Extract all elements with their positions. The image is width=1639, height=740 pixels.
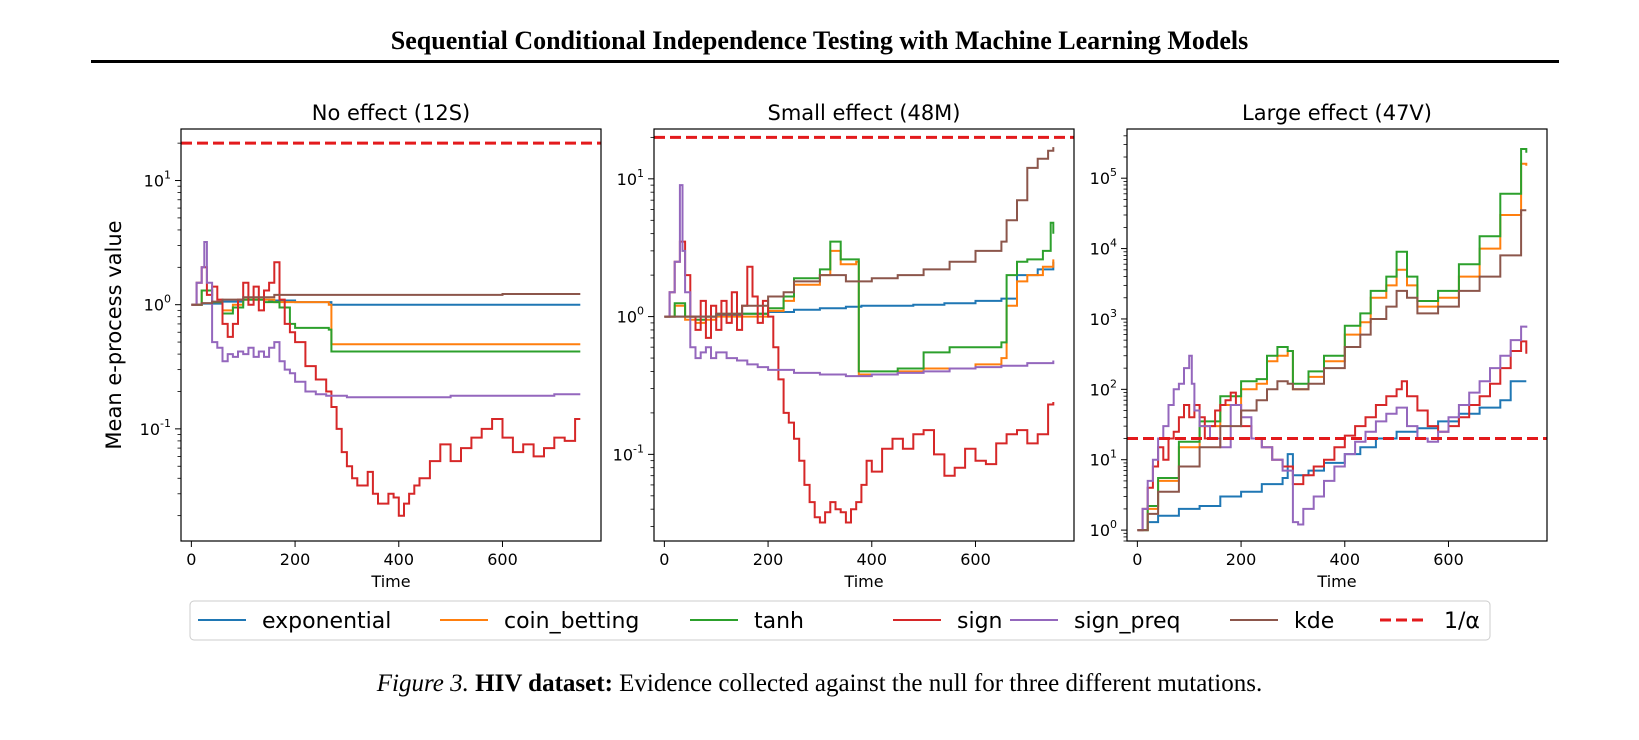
- legend-label-6: 1/α: [1444, 609, 1480, 634]
- plot-frame: [653, 128, 1075, 542]
- chart-title: Small effect (48M): [768, 101, 961, 125]
- series-line-sign: [1137, 340, 1528, 532]
- figure-caption: Figure 3. HIV dataset: Evidence collecte…: [0, 670, 1639, 698]
- chart-title: No effect (12S): [312, 101, 470, 125]
- legend-box: [189, 600, 1491, 641]
- series-group: [654, 135, 1074, 524]
- y-tick-label: 10-1: [613, 442, 644, 464]
- x-axis-label: Time: [1316, 572, 1356, 591]
- x-tick-label: 0: [659, 550, 669, 569]
- legend-label-2: tanh: [754, 609, 804, 634]
- chart-panel-2: 10-1 100 101 0 200 400 600 Small effect (48M) Ti…: [613, 101, 1075, 591]
- y-tick-label: 100: [617, 305, 644, 327]
- x-tick-label: 0: [1132, 550, 1142, 569]
- y-tick-label: 100: [1090, 518, 1117, 540]
- series-line-sign-preq: [1137, 325, 1528, 532]
- x-axis-label: Time: [370, 572, 410, 591]
- series-line-kde: [664, 147, 1055, 318]
- series-group: [1127, 148, 1547, 532]
- series-line-kde: [191, 293, 581, 306]
- legend-label-5: kde: [1294, 609, 1334, 634]
- y-tick-label: 102: [1090, 377, 1117, 399]
- y-axis-label: Mean e-process value: [102, 220, 126, 449]
- x-axis-label: Time: [843, 572, 883, 591]
- y-tick-label: 101: [144, 169, 171, 191]
- legend: exponential coin_betting tanh sign sign_preq…: [189, 600, 1491, 641]
- x-tick-label: 200: [1226, 550, 1257, 569]
- y-tick-label: 103: [1090, 307, 1117, 329]
- x-tick-label: 400: [384, 550, 415, 569]
- plot-frame: [1126, 128, 1548, 542]
- x-tick-label: 0: [186, 550, 196, 569]
- series-line-tanh: [1137, 148, 1528, 532]
- legend-label-4: sign_preq: [1074, 609, 1181, 634]
- y-tick-label: 101: [1090, 448, 1117, 470]
- legend-label-0: exponential: [262, 609, 391, 634]
- plot-frame: [180, 128, 602, 542]
- series-line-kde: [1137, 209, 1527, 532]
- caption-text: Evidence collected against the null for …: [612, 670, 1263, 697]
- x-tick-label: 600: [1433, 550, 1464, 569]
- series-group: [181, 141, 601, 517]
- series-line-sign-preq: [664, 184, 1055, 378]
- series-line-tanh: [191, 289, 581, 353]
- chart-panel-1: 10-1 100 101 0 200 400 600 No effect (12S) Time M…: [102, 101, 602, 591]
- y-tick-label: 10-1: [140, 417, 171, 439]
- y-tick-label: 101: [617, 167, 644, 189]
- x-tick-label: 400: [1330, 550, 1361, 569]
- legend-label-1: coin_betting: [504, 609, 639, 634]
- legend-label-3: sign: [957, 609, 1002, 634]
- chart-panel-3: 100 101 102 103 104 105 0 200 400 600 Large effect…: [1090, 101, 1548, 591]
- caption-bold: HIV dataset:: [475, 670, 613, 697]
- chart-title: Large effect (47V): [1242, 101, 1432, 125]
- header-rule: [91, 60, 1559, 63]
- x-tick-label: 200: [280, 550, 311, 569]
- y-tick-label: 104: [1090, 237, 1117, 259]
- series-line-tanh: [664, 221, 1055, 373]
- y-tick-label: 105: [1090, 166, 1117, 188]
- x-tick-label: 400: [857, 550, 888, 569]
- series-line-sign-preq: [191, 241, 581, 399]
- x-tick-label: 600: [960, 550, 991, 569]
- x-tick-label: 200: [753, 550, 784, 569]
- series-line-exponential: [1137, 380, 1527, 532]
- caption-label: Figure 3.: [376, 670, 469, 697]
- series-line-coin-betting: [1137, 162, 1528, 532]
- x-tick-label: 600: [487, 550, 518, 569]
- paper-header: Sequential Conditional Independence Test…: [390, 26, 1249, 55]
- y-tick-label: 100: [144, 293, 171, 315]
- series-line-coin-betting: [191, 289, 581, 346]
